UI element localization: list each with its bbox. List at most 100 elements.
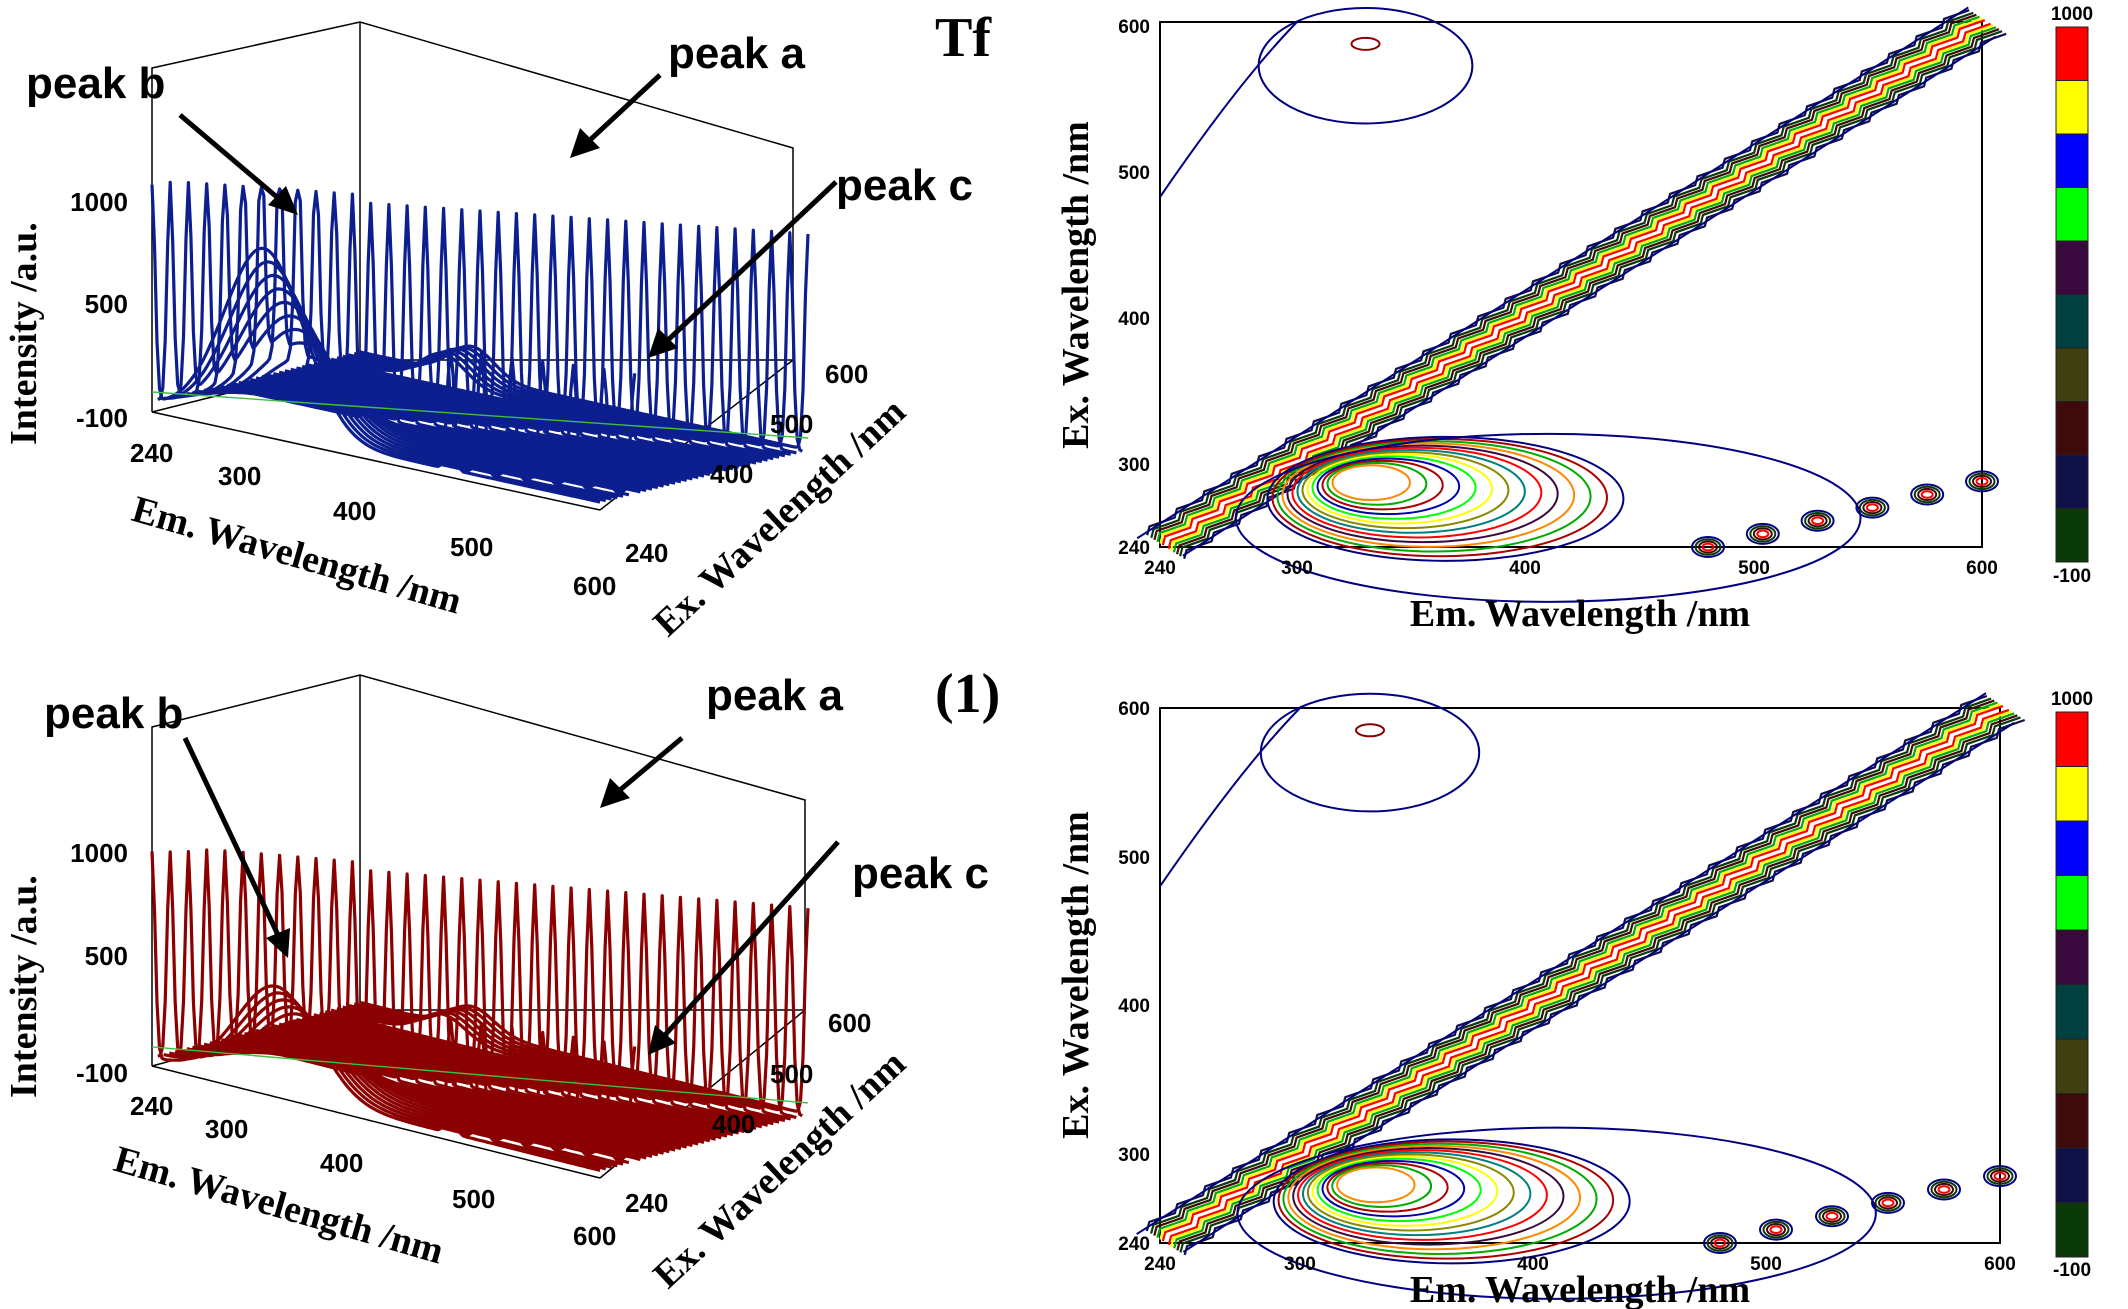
arrowhead	[570, 128, 600, 158]
z-axis-ticks: 1000 500 -100	[70, 187, 128, 433]
colorbar-swatch	[2055, 929, 2089, 985]
z-tick: 500	[85, 289, 128, 319]
scatter-bead	[1694, 538, 1722, 556]
spectrum-trace	[157, 180, 607, 503]
scatter-bead	[1706, 1234, 1734, 1252]
x-tick: 400	[1517, 1254, 1549, 1275]
x-tick: 300	[1284, 1254, 1316, 1275]
arrowhead	[648, 1025, 676, 1055]
peak-contour	[1316, 457, 1461, 516]
colorbar-swatch	[2055, 711, 2089, 767]
x-tick: 400	[333, 496, 376, 526]
spectrum-trace	[186, 186, 637, 492]
scatter-bead	[1934, 1182, 1954, 1197]
x-axis-ticks: 240 300 400 500 600	[1144, 558, 1998, 579]
peak-contour	[1321, 459, 1444, 511]
colorbar-swatch	[2055, 454, 2089, 509]
scatter-bead	[1713, 1238, 1727, 1248]
scatter-bead	[1972, 474, 1992, 488]
arrowhead	[600, 778, 630, 808]
colorbar-max: 1000	[2051, 689, 2093, 710]
colorbar-swatch	[2055, 240, 2089, 295]
y-tick: 500	[770, 1059, 813, 1089]
colorbar-swatch	[2055, 80, 2089, 135]
y-tick: 400	[710, 459, 753, 489]
spectrum-trace	[169, 182, 618, 500]
scatter-band-line	[1170, 710, 2012, 1247]
spectrum-trace	[226, 203, 676, 485]
y-tick: 400	[1118, 996, 1150, 1017]
y-tick: 240	[625, 1188, 668, 1218]
x-tick: 240	[130, 438, 173, 468]
peak-contour	[1306, 453, 1494, 525]
scatter-bead	[1818, 1207, 1846, 1226]
spectrum-trace	[209, 858, 659, 1157]
colorbar-max: 1000	[2051, 4, 2093, 25]
peak-contour	[1311, 455, 1477, 520]
contour-lines	[1136, 6, 2007, 603]
y-tick: 400	[712, 1109, 755, 1139]
scatter-bead	[1804, 511, 1832, 530]
y-tick: 600	[1118, 699, 1150, 720]
colorbar-swatch	[2055, 1202, 2089, 1258]
x-axis-label: Em. Wavelength /nm	[110, 1138, 449, 1272]
spectrum-trace	[203, 189, 653, 491]
x-axis-ticks: 240 300 400 500 600	[130, 1091, 616, 1251]
spectrum-trace	[180, 850, 630, 1165]
y-tick: 240	[1118, 538, 1150, 559]
peak-contour	[1306, 1153, 1515, 1232]
scatter-band-line	[1150, 11, 1974, 539]
y-tick: 300	[1118, 455, 1150, 476]
spectrum-trace	[209, 191, 659, 490]
scatter-band-line	[1159, 17, 1983, 544]
scatter-band-line	[1161, 19, 1986, 546]
colorbar-swatch	[2055, 1038, 2089, 1094]
scatter-band-line	[1159, 703, 2001, 1240]
peak-b-arrow	[178, 113, 280, 200]
scatter-bead	[1990, 1169, 2010, 1183]
contour-plot-1: 240 300 400 500 600 240 300 400 500 600 …	[1055, 689, 2093, 1309]
spectrum-trace	[163, 181, 612, 501]
scatter-bead	[1762, 1220, 1790, 1239]
x-tick: 600	[573, 1221, 616, 1251]
spectrum-trace	[215, 192, 664, 488]
colorbar-min: -100	[2053, 566, 2091, 587]
colorbar	[2055, 26, 2089, 563]
peak-b-label: peak b	[26, 59, 165, 108]
spectrum-trace	[197, 188, 647, 492]
spectra-traces	[150, 848, 810, 1172]
peak-contour	[1336, 1166, 1416, 1204]
peak-a-arrow	[618, 736, 684, 792]
peak-contour	[1296, 448, 1526, 534]
colorbar-swatch	[2055, 347, 2089, 402]
scatter-bead	[1825, 1211, 1839, 1221]
y-tick: 600	[828, 1008, 871, 1038]
scatter-bead	[1756, 529, 1770, 539]
y-axis-label: Ex. Wavelength /nm	[1055, 121, 1097, 449]
spectrum-trace	[296, 889, 745, 1134]
x-tick: 400	[1509, 558, 1541, 579]
y-axis-ticks: 240 300 400 500 600	[1118, 699, 1150, 1255]
peak-contour	[1272, 1138, 1631, 1265]
peak-contour	[1297, 1149, 1548, 1241]
peak-contour	[1326, 1162, 1449, 1213]
peak-contour	[1277, 1140, 1615, 1260]
peak-contour	[1266, 435, 1625, 562]
peak-contour	[1316, 1157, 1482, 1223]
x-tick: 600	[1984, 1254, 2016, 1275]
surface-plot-1: 1000 500 -100 Intensity /a.u. 240 300 40…	[3, 663, 1000, 1297]
colorbar-swatch	[2055, 875, 2089, 931]
panel-tag: Tf	[935, 7, 992, 69]
colorbar	[2055, 711, 2089, 1258]
colorbar-swatch	[2055, 508, 2089, 563]
spectrum-trace	[330, 898, 780, 1124]
y-axis-ticks: 240 400 500 600	[625, 1008, 871, 1218]
spectrum-trace	[238, 205, 688, 482]
y-tick: 600	[1118, 17, 1150, 38]
scatter-bead	[1698, 540, 1718, 554]
spectrum-trace	[175, 183, 624, 498]
x-tick: 240	[1144, 558, 1176, 579]
spectrum-trace	[296, 218, 745, 468]
peak-contour	[1291, 446, 1543, 539]
scatter-band-outline	[1136, 6, 1969, 540]
